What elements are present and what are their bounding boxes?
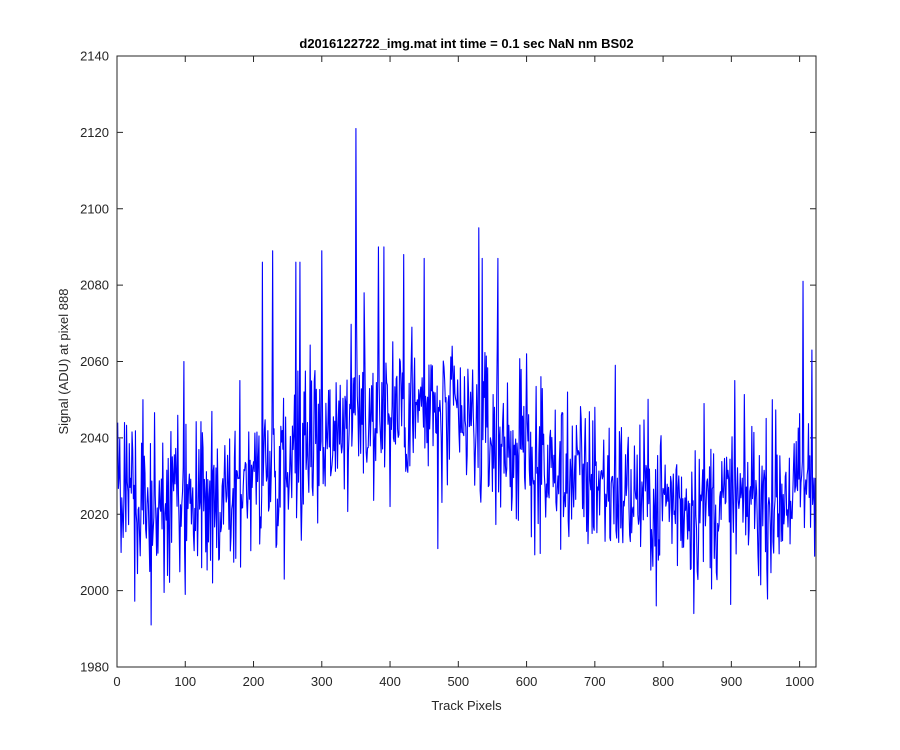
y-axis-label: Signal (ADU) at pixel 888 (56, 289, 71, 435)
x-tick-label: 700 (584, 674, 606, 689)
axis-ticks (116, 55, 816, 668)
x-tick-label: 0 (113, 674, 120, 689)
tick-labels: 0 100 200 300 400 500 600 700 800 900 1000 1980 2000… (80, 49, 814, 690)
x-tick-label: 1000 (785, 674, 814, 689)
y-tick-label: 2080 (80, 278, 109, 293)
x-tick-label: 900 (721, 674, 743, 689)
x-tick-label: 400 (379, 674, 401, 689)
plot-frame (116, 55, 817, 668)
y-tick-label: 2060 (80, 354, 109, 369)
x-tick-label: 800 (652, 674, 674, 689)
y-tick-label: 2000 (80, 583, 109, 598)
y-tick-label: 2020 (80, 507, 109, 522)
x-tick-label: 100 (174, 674, 196, 689)
x-tick-label: 500 (447, 674, 469, 689)
y-tick-label: 2140 (80, 49, 109, 64)
y-tick-label: 2120 (80, 125, 109, 140)
plot-area (117, 56, 816, 667)
series-line (117, 128, 817, 626)
x-tick-label: 200 (243, 674, 265, 689)
y-tick-label: 2040 (80, 430, 109, 445)
y-tick-label: 1980 (80, 660, 109, 675)
x-axis-label: Track Pixels (431, 698, 502, 713)
x-tick-label: 300 (311, 674, 333, 689)
chart-title: d2016122722_img.mat int time = 0.1 sec N… (299, 36, 633, 51)
x-tick-label: 600 (516, 674, 538, 689)
y-tick-label: 2100 (80, 201, 109, 216)
